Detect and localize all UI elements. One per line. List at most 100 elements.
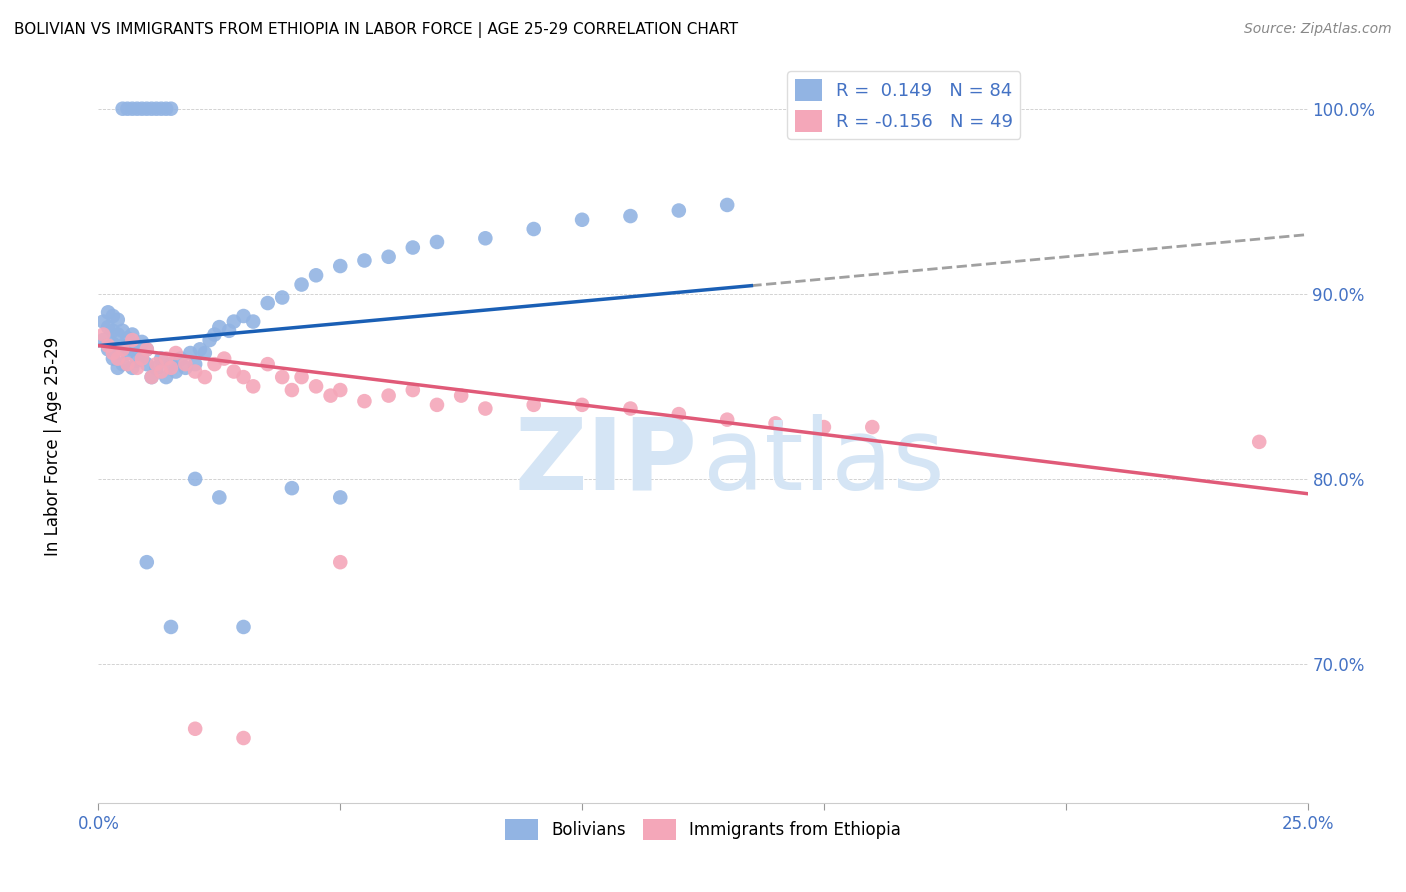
Point <box>765 417 787 431</box>
Point <box>127 353 149 368</box>
Point <box>121 360 143 375</box>
Point <box>107 343 129 357</box>
Point <box>160 620 183 634</box>
Point <box>222 314 245 328</box>
Point <box>474 231 496 245</box>
Point <box>107 351 129 366</box>
Text: atlas: atlas <box>703 414 945 511</box>
Point <box>127 338 149 352</box>
Point <box>155 370 177 384</box>
Point <box>329 259 352 273</box>
Point <box>145 357 167 371</box>
Point <box>329 491 352 505</box>
Point <box>668 203 690 218</box>
Point <box>101 336 124 351</box>
Point <box>131 102 153 116</box>
Point <box>174 360 197 375</box>
Point <box>353 394 375 409</box>
Point <box>716 412 738 426</box>
Point <box>668 407 690 421</box>
Point <box>155 351 177 366</box>
Point <box>474 401 496 416</box>
Point <box>305 268 328 283</box>
Point <box>107 327 129 342</box>
Point <box>97 305 120 319</box>
Point <box>91 333 114 347</box>
Point <box>135 343 157 357</box>
Point <box>160 357 183 371</box>
Legend: Bolivians, Immigrants from Ethiopia: Bolivians, Immigrants from Ethiopia <box>498 813 908 847</box>
Point <box>813 420 835 434</box>
Point <box>117 102 139 116</box>
Point <box>353 253 375 268</box>
Point <box>135 343 157 357</box>
Point <box>222 365 245 379</box>
Point <box>426 235 449 249</box>
Point <box>1249 434 1271 449</box>
Point <box>523 398 546 412</box>
Point <box>179 346 201 360</box>
Point <box>131 351 153 366</box>
Point <box>450 389 472 403</box>
Point <box>127 102 149 116</box>
Point <box>184 722 207 736</box>
Point <box>107 312 129 326</box>
Point <box>121 343 143 357</box>
Point <box>184 365 207 379</box>
Point <box>194 370 217 384</box>
Point <box>101 346 124 360</box>
Point <box>117 331 139 345</box>
Point <box>232 309 254 323</box>
Point <box>160 360 183 375</box>
Point <box>329 555 352 569</box>
Point <box>256 357 278 371</box>
Point <box>174 357 197 371</box>
Point <box>91 327 114 342</box>
Point <box>232 620 254 634</box>
Point <box>135 357 157 371</box>
Point <box>101 309 124 323</box>
Point <box>242 379 264 393</box>
Point <box>111 357 134 371</box>
Point <box>281 383 304 397</box>
Point <box>188 343 211 357</box>
Point <box>131 350 153 364</box>
Point <box>165 346 187 360</box>
Point <box>121 327 143 342</box>
Point <box>271 291 294 305</box>
Point <box>329 383 352 397</box>
Point <box>305 379 328 393</box>
Text: ZIP: ZIP <box>515 414 697 511</box>
Point <box>271 370 294 384</box>
Point <box>111 343 134 357</box>
Point <box>97 338 120 352</box>
Point <box>145 360 167 375</box>
Point <box>150 351 173 366</box>
Point <box>377 389 399 403</box>
Point <box>169 351 191 366</box>
Text: In Labor Force | Age 25-29: In Labor Force | Age 25-29 <box>45 336 62 556</box>
Point <box>204 327 226 342</box>
Point <box>232 731 254 745</box>
Point <box>117 346 139 360</box>
Point <box>571 398 593 412</box>
Point <box>716 198 738 212</box>
Point <box>160 102 183 116</box>
Point <box>198 333 221 347</box>
Point <box>101 351 124 366</box>
Point <box>131 334 153 349</box>
Point <box>107 360 129 375</box>
Point <box>121 102 143 116</box>
Point <box>141 370 163 384</box>
Point <box>319 389 342 403</box>
Point <box>141 370 163 384</box>
Point <box>619 401 641 416</box>
Point <box>426 398 449 412</box>
Point <box>184 472 207 486</box>
Point <box>121 333 143 347</box>
Point <box>97 320 120 334</box>
Point <box>97 343 120 357</box>
Point <box>860 420 883 434</box>
Text: BOLIVIAN VS IMMIGRANTS FROM ETHIOPIA IN LABOR FORCE | AGE 25-29 CORRELATION CHAR: BOLIVIAN VS IMMIGRANTS FROM ETHIOPIA IN … <box>14 22 738 38</box>
Point <box>208 491 231 505</box>
